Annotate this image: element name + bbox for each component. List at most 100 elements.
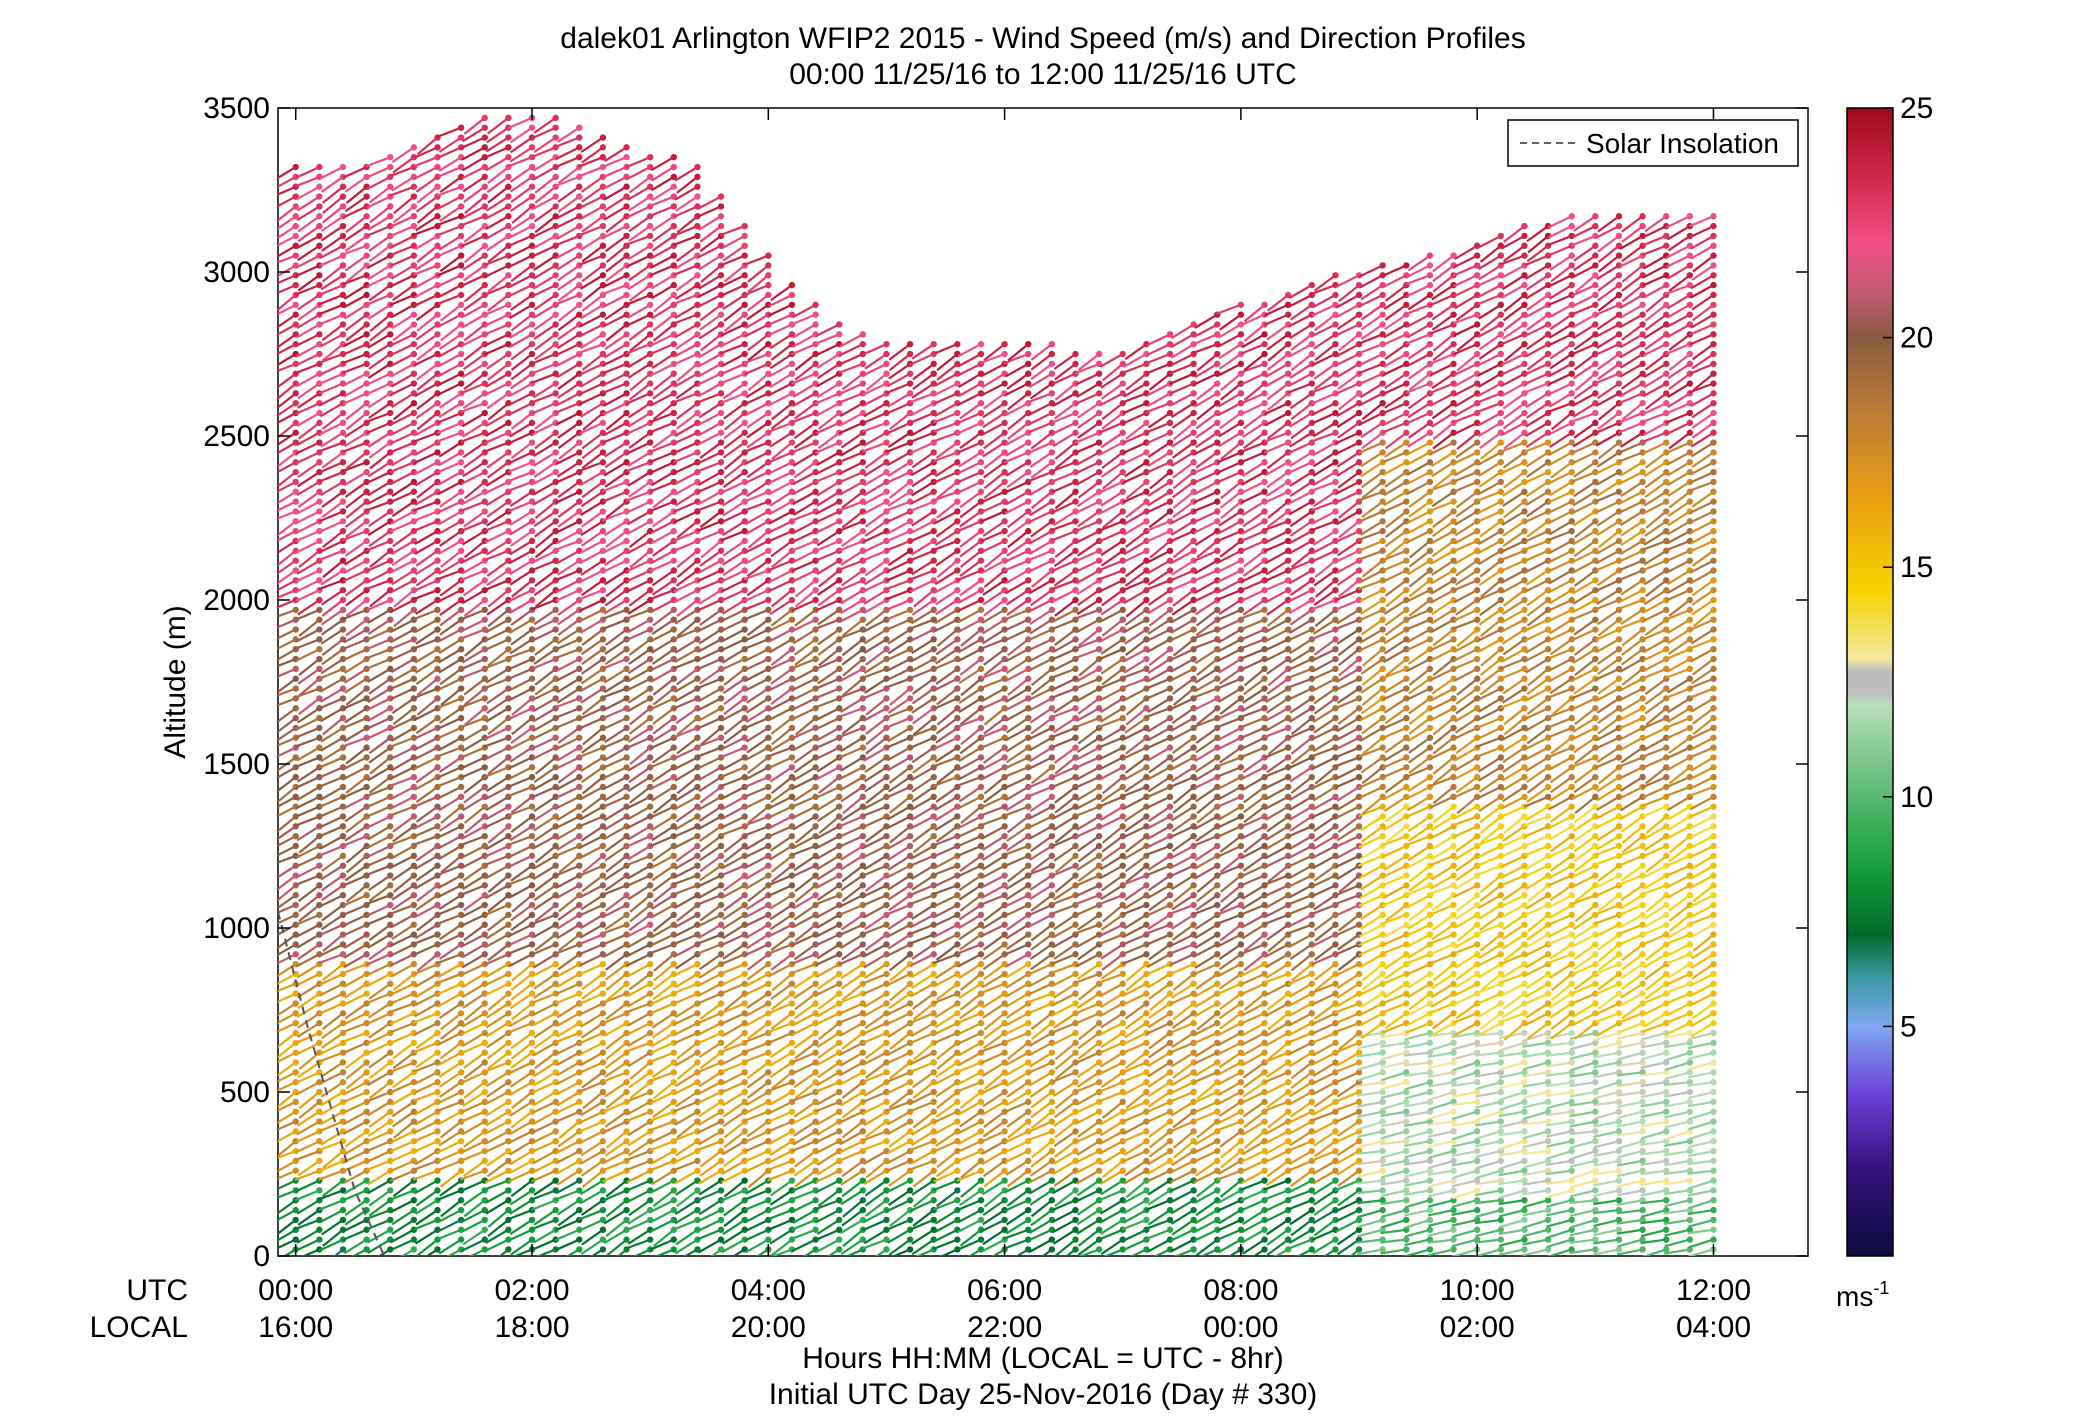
wind-barb-dot: [646, 1019, 654, 1027]
wind-barb-dot: [292, 311, 299, 318]
wind-barb-dot: [694, 1108, 701, 1115]
wind-barb-shaft: [367, 333, 391, 349]
wind-barb-shaft: [389, 274, 415, 288]
wind-barb-shaft: [366, 815, 391, 829]
wind-barb-dot: [788, 1049, 796, 1056]
wind-barb-shaft: [301, 1248, 320, 1256]
wind-barb-shaft: [391, 480, 415, 497]
wind-barb-dot: [741, 1128, 748, 1135]
wind-barb-dot: [717, 1236, 725, 1243]
wind-barb-dot: [717, 724, 725, 732]
wind-barb-dot: [410, 577, 418, 584]
wind-barb-dot: [387, 557, 394, 564]
wind-barb-dot: [528, 1216, 536, 1224]
wind-barb-dot: [457, 547, 465, 554]
wind-barb-dot: [316, 606, 323, 614]
wind-barb-dot: [292, 705, 299, 712]
wind-barb-dot: [434, 803, 441, 810]
wind-barb-shaft: [278, 303, 297, 316]
wind-barb-shaft: [389, 1169, 415, 1182]
wind-barb-dot: [457, 872, 465, 879]
wind-barb-dot: [316, 862, 323, 869]
wind-barb-dot: [434, 311, 441, 318]
wind-barb-shaft: [344, 864, 368, 882]
wind-barb-dot: [623, 380, 630, 387]
wind-barb-dot: [292, 1108, 299, 1115]
wind-barb-dot: [316, 222, 323, 230]
wind-barb-dot: [410, 1197, 418, 1204]
wind-barb-dot: [387, 459, 394, 466]
wind-barb-shaft: [295, 441, 320, 455]
wind-barb-dot: [765, 1069, 772, 1076]
wind-barb-shaft: [278, 441, 297, 455]
wind-barb-dot: [717, 557, 725, 564]
wind-barb-shaft: [321, 1179, 344, 1198]
wind-barb-dot: [292, 1118, 299, 1125]
wind-barb-dot: [765, 793, 772, 800]
wind-barb-dot: [292, 557, 299, 564]
wind-barb-dot: [765, 941, 772, 948]
wind-barb-shaft: [390, 234, 415, 249]
wind-barb-dot: [812, 1226, 819, 1233]
wind-barb-dot: [363, 1069, 370, 1076]
wind-barb-dot: [576, 783, 583, 791]
wind-barb-dot: [410, 242, 418, 249]
wind-barb-dot: [788, 429, 796, 436]
wind-barb-shaft: [365, 805, 391, 818]
wind-barb-dot: [599, 1049, 607, 1056]
wind-barb-shaft: [322, 195, 344, 214]
wind-barb-shaft: [367, 618, 391, 635]
wind-barb-shaft: [297, 1209, 320, 1226]
wind-barb-shaft: [318, 579, 344, 591]
wind-barb-dot: [741, 439, 748, 446]
wind-barb-dot: [505, 183, 512, 190]
wind-barb-shaft: [295, 589, 320, 603]
wind-barb-shaft: [343, 933, 368, 949]
wind-barb-dot: [387, 1187, 394, 1194]
wind-barb-shaft: [416, 412, 439, 431]
wind-barb-dot: [576, 124, 583, 131]
wind-barb-dot: [434, 537, 441, 545]
wind-barb-shaft: [366, 372, 391, 386]
wind-barb-shaft: [345, 520, 368, 538]
wind-barb-dot: [576, 990, 583, 997]
wind-barb-shaft: [368, 402, 391, 419]
wind-barb-dot: [339, 321, 347, 328]
wind-barb-shaft: [297, 992, 320, 1010]
wind-barb-shaft: [414, 530, 439, 545]
wind-barb-shaft: [412, 264, 438, 276]
wind-barb-shaft: [278, 372, 297, 389]
wind-barb-dot: [788, 764, 796, 771]
wind-barb-dot: [339, 586, 347, 594]
wind-barb-dot: [741, 586, 748, 594]
wind-barb-shaft: [278, 904, 297, 914]
wind-barb-dot: [741, 941, 748, 948]
wind-barb-dot: [363, 537, 370, 545]
wind-barb-dot: [646, 616, 654, 623]
wind-barb-dot: [576, 1098, 583, 1106]
wind-barb-shaft: [318, 1159, 344, 1173]
wind-barb-dot: [646, 1069, 654, 1076]
wind-barb-shaft: [416, 362, 439, 381]
wind-barb-dot: [292, 793, 299, 800]
wind-barb-shaft: [297, 294, 320, 311]
wind-barb-shaft: [294, 530, 320, 543]
wind-barb-dot: [788, 468, 796, 476]
wind-barb-shaft: [295, 539, 320, 554]
wind-barb-dot: [363, 331, 370, 338]
wind-barb-dot: [292, 252, 299, 259]
wind-barb-shaft: [295, 510, 320, 525]
wind-barb-dot: [505, 705, 512, 712]
wind-barb-dot: [410, 685, 418, 692]
wind-barb-dot: [387, 409, 394, 417]
wind-barb-shaft: [367, 392, 391, 409]
wind-barb-shaft: [369, 589, 391, 608]
wind-barb-dot: [316, 409, 323, 417]
wind-barb-dot: [646, 232, 654, 240]
wind-barb-shaft: [367, 1228, 391, 1244]
wind-barb-dot: [741, 340, 748, 348]
wind-barb-dot: [599, 646, 607, 653]
wind-barb-shaft: [294, 736, 320, 748]
wind-barb-dot: [457, 272, 465, 279]
wind-barb-shaft: [365, 412, 391, 424]
